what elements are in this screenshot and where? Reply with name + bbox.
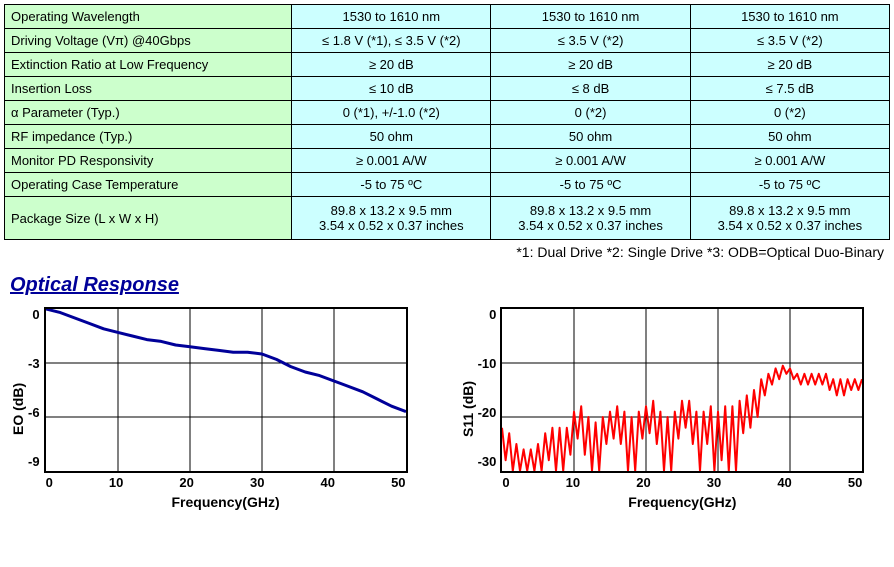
row-val: 1530 to 1610 nm [292,5,491,29]
xtick: 50 [848,475,862,490]
row-val: ≥ 0.001 A/W [491,149,690,173]
charts-row: EO (dB) 0 -3 -6 -9 0 10 20 30 40 50 Frequency(GH… [4,307,890,510]
row-val: -5 to 75 ºC [491,173,690,197]
xtick: 20 [636,475,650,490]
row-label: Insertion Loss [5,77,292,101]
xtick: 20 [179,475,193,490]
row-val: ≥ 0.001 A/W [292,149,491,173]
row-val: -5 to 75 ºC [690,173,889,197]
row-val: 89.8 x 13.2 x 9.5 mm3.54 x 0.52 x 0.37 i… [292,197,491,240]
s11-yticks: 0 -10 -20 -30 [478,307,501,469]
ytick: 0 [489,307,496,322]
row-val: ≤ 10 dB [292,77,491,101]
row-label: α Parameter (Typ.) [5,101,292,125]
row-val: 50 ohm [690,125,889,149]
row-label: Driving Voltage (Vπ) @40Gbps [5,29,292,53]
s11-plot [500,307,864,473]
s11-xlabel: Frequency(GHz) [628,494,736,510]
eo-plot [44,307,408,473]
xtick: 0 [46,475,53,490]
row-val: 1530 to 1610 nm [491,5,690,29]
row-val: 1530 to 1610 nm [690,5,889,29]
row-val: 0 (*1), +/-1.0 (*2) [292,101,491,125]
xtick: 50 [391,475,405,490]
xtick: 10 [566,475,580,490]
s11-ylabel: S11 (dB) [458,328,478,490]
eo-chart: EO (dB) 0 -3 -6 -9 0 10 20 30 40 50 Frequency(GH… [8,307,408,510]
row-val: ≤ 8 dB [491,77,690,101]
row-label: RF impedance (Typ.) [5,125,292,149]
table-row: Operating Wavelength1530 to 1610 nm1530 … [5,5,890,29]
eo-xlabel: Frequency(GHz) [172,494,280,510]
table-row: Operating Case Temperature-5 to 75 ºC-5 … [5,173,890,197]
eo-yticks: 0 -3 -6 -9 [28,307,44,469]
eo-xticks: 0 10 20 30 40 50 [46,475,406,490]
s11-chart: S11 (dB) 0 -10 -20 -30 0 10 20 30 40 50 Frequenc… [458,307,865,510]
row-val: ≤ 7.5 dB [690,77,889,101]
xtick: 30 [250,475,264,490]
eo-ylabel: EO (dB) [8,328,28,490]
row-val: ≤ 3.5 V (*2) [690,29,889,53]
table-row: Monitor PD Responsivity≥ 0.001 A/W≥ 0.00… [5,149,890,173]
s11-xticks: 0 10 20 30 40 50 [502,475,862,490]
row-val: 89.8 x 13.2 x 9.5 mm3.54 x 0.52 x 0.37 i… [690,197,889,240]
table-footnote: *1: Dual Drive *2: Single Drive *3: ODB=… [4,244,884,260]
ytick: -20 [478,405,497,420]
row-val: ≤ 1.8 V (*1), ≤ 3.5 V (*2) [292,29,491,53]
row-val: 89.8 x 13.2 x 9.5 mm3.54 x 0.52 x 0.37 i… [491,197,690,240]
ytick: -30 [478,454,497,469]
row-val: ≥ 20 dB [292,53,491,77]
row-val: ≤ 3.5 V (*2) [491,29,690,53]
xtick: 0 [502,475,509,490]
xtick: 40 [777,475,791,490]
row-label: Operating Case Temperature [5,173,292,197]
row-label: Operating Wavelength [5,5,292,29]
table-row: Package Size (L x W x H)89.8 x 13.2 x 9.… [5,197,890,240]
section-title-optical-response: Optical Response [10,274,890,297]
table-row: Driving Voltage (Vπ) @40Gbps≤ 1.8 V (*1)… [5,29,890,53]
xtick: 40 [321,475,335,490]
spec-table: Operating Wavelength1530 to 1610 nm1530 … [4,4,890,240]
table-row: Insertion Loss≤ 10 dB≤ 8 dB≤ 7.5 dB [5,77,890,101]
xtick: 10 [109,475,123,490]
ytick: -9 [28,454,40,469]
table-row: Extinction Ratio at Low Frequency≥ 20 dB… [5,53,890,77]
row-val: ≥ 20 dB [690,53,889,77]
row-val: 0 (*2) [491,101,690,125]
row-val: -5 to 75 ºC [292,173,491,197]
row-label: Extinction Ratio at Low Frequency [5,53,292,77]
row-label: Package Size (L x W x H) [5,197,292,240]
table-row: RF impedance (Typ.)50 ohm50 ohm50 ohm [5,125,890,149]
row-val: 0 (*2) [690,101,889,125]
xtick: 30 [707,475,721,490]
ytick: -3 [28,356,40,371]
ytick: 0 [32,307,39,322]
row-val: 50 ohm [491,125,690,149]
ytick: -6 [28,405,40,420]
table-row: α Parameter (Typ.)0 (*1), +/-1.0 (*2)0 (… [5,101,890,125]
row-val: 50 ohm [292,125,491,149]
ytick: -10 [478,356,497,371]
row-val: ≥ 20 dB [491,53,690,77]
row-label: Monitor PD Responsivity [5,149,292,173]
row-val: ≥ 0.001 A/W [690,149,889,173]
